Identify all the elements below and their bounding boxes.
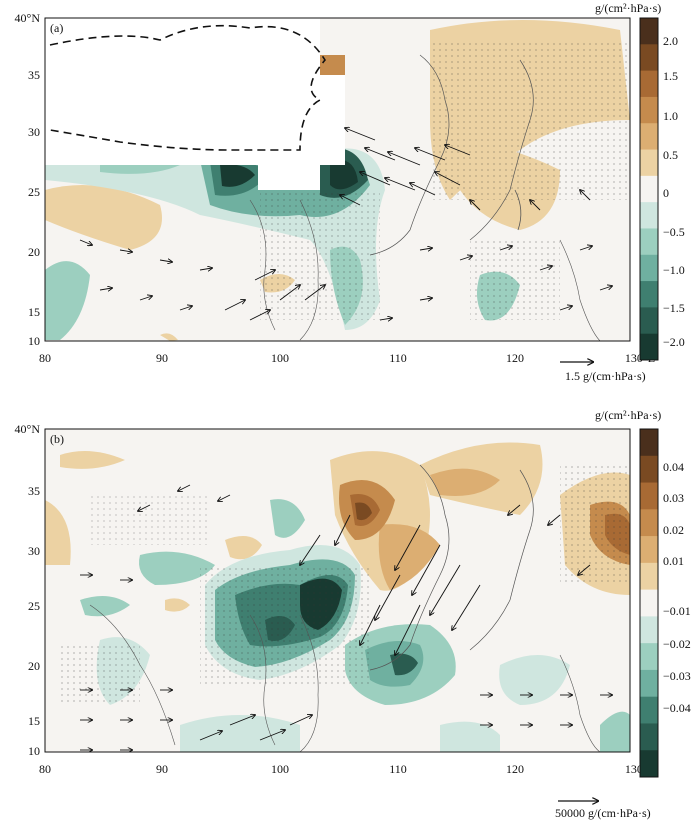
colorbar-swatch (640, 307, 658, 335)
map-frame-b (44, 428, 631, 753)
colorbar-swatch (640, 123, 658, 151)
colorbar-tick: −0.02 (663, 637, 691, 651)
x-tick: 90 (156, 351, 168, 365)
colorbar-swatch (640, 455, 658, 484)
y-tick: 20 (28, 245, 40, 259)
y-tick: 30 (28, 544, 40, 558)
x-tick: 90 (156, 762, 168, 776)
colorbar-tick: 0.5 (663, 148, 678, 162)
colorbar-unit-b: g/(cm²·hPa·s) (595, 408, 661, 422)
reference-vector-a: 1.5 g/(cm·hPa·s) (560, 362, 646, 383)
shaded-field-a (45, 18, 630, 341)
colorbar-swatch (640, 509, 658, 537)
colorbar-swatch (640, 589, 658, 617)
colorbar-tick: 0.03 (663, 491, 684, 505)
colorbar-tick: 2.0 (663, 34, 678, 48)
colorbar-tick: −1.0 (663, 263, 685, 277)
colorbar-swatch (640, 281, 658, 308)
colorbar-swatch (640, 228, 658, 256)
y-tick: 40°N (15, 422, 41, 436)
y-axis-a: 40°N 35 30 25 20 15 10 (15, 11, 41, 348)
shaded-field-b (45, 442, 630, 752)
colorbar-tick: 0 (663, 186, 669, 200)
y-tick: 10 (28, 744, 40, 758)
wind-vectors-a (79, 128, 612, 320)
colorbar-swatch (640, 536, 658, 564)
panel-a: (a) 40°N 35 30 25 20 15 10 80 90 100 110… (0, 0, 700, 405)
x-tick: 110 (389, 351, 407, 365)
colorbar-tick: −0.01 (663, 604, 691, 618)
x-tick: 110 (389, 762, 407, 776)
y-tick: 20 (28, 659, 40, 673)
y-tick: 15 (28, 714, 40, 728)
colorbar-tick: 1.0 (663, 109, 678, 123)
y-tick: 40°N (15, 11, 41, 25)
colorbar-swatch (640, 18, 658, 45)
colorbar-swatch (640, 750, 658, 778)
x-axis-b: 80 90 100 110 120 130°E (39, 762, 655, 776)
colorbar-swatch (640, 70, 658, 98)
y-tick: 25 (28, 185, 40, 199)
map-frame-a (44, 17, 631, 342)
panel-label-a: (a) (50, 21, 63, 35)
reference-vector-b: 50000 g/(cm·hPa·s) (555, 801, 651, 820)
x-tick: 100 (271, 762, 289, 776)
colorbar-frame (639, 428, 659, 778)
colorbar-ticks-a: 2.0 1.5 1.0 0.5 0 −0.5 −1.0 −1.5 −2.0 (663, 34, 685, 349)
colorbar-tick: −2.0 (663, 335, 685, 349)
y-tick: 35 (28, 484, 40, 498)
colorbar-swatch (640, 562, 658, 591)
panel-a-svg: (a) 40°N 35 30 25 20 15 10 80 90 100 110… (15, 1, 685, 383)
panel-label-b: (b) (50, 432, 64, 446)
colorbar-tick: −0.03 (663, 669, 691, 683)
colorbar-tick: 1.5 (663, 69, 678, 83)
x-tick: 80 (39, 351, 51, 365)
panel-b: (b) 40°N 35 30 25 20 15 10 80 90 100 110… (0, 405, 700, 823)
colorbar-frame (639, 17, 659, 361)
x-tick: 120 (506, 351, 524, 365)
reference-vector-label: 50000 g/(cm·hPa·s) (555, 806, 651, 820)
wind-vectors-b (80, 484, 612, 750)
y-tick: 10 (28, 334, 40, 348)
reference-vector-label: 1.5 g/(cm·hPa·s) (565, 369, 646, 383)
y-axis-b: 40°N 35 30 25 20 15 10 (15, 422, 41, 758)
colorbar-swatch (640, 202, 658, 229)
x-tick: 80 (39, 762, 51, 776)
colorbar-swatch (640, 175, 658, 203)
colorbar-swatch (640, 44, 658, 72)
colorbar-swatch (640, 669, 658, 698)
colorbar-swatch (640, 254, 658, 282)
colorbar-swatch (640, 482, 658, 510)
colorbar-swatch (640, 429, 658, 457)
colorbar-ticks-b: 0.04 0.03 0.02 0.01 −0.01 −0.02 −0.03 −0… (663, 460, 691, 715)
panel-b-svg: (b) 40°N 35 30 25 20 15 10 80 90 100 110… (15, 408, 691, 820)
colorbar-swatch (640, 333, 658, 361)
colorbar-swatch (640, 149, 658, 177)
colorbar-tick: 0.04 (663, 460, 684, 474)
colorbar-tick: −0.04 (663, 701, 691, 715)
y-tick: 15 (28, 305, 40, 319)
y-tick: 35 (28, 68, 40, 82)
colorbar-unit-a: g/(cm²·hPa·s) (595, 1, 661, 15)
colorbar-tick: −0.5 (663, 225, 685, 239)
colorbar-swatch (640, 96, 658, 124)
x-tick: 120 (506, 762, 524, 776)
colorbar-swatch (640, 616, 658, 644)
y-tick: 25 (28, 599, 40, 613)
colorbar-tick: 0.02 (663, 523, 684, 537)
colorbar-swatch (640, 696, 658, 724)
y-tick: 30 (28, 125, 40, 139)
colorbar-tick: −1.5 (663, 301, 685, 315)
x-tick: 100 (271, 351, 289, 365)
x-axis-a: 80 90 100 110 120 130°E (39, 351, 655, 365)
colorbar-b (639, 428, 659, 778)
colorbar-a (639, 17, 659, 361)
colorbar-tick: 0.01 (663, 554, 684, 568)
colorbar-swatch (640, 723, 658, 751)
colorbar-swatch (640, 643, 658, 671)
